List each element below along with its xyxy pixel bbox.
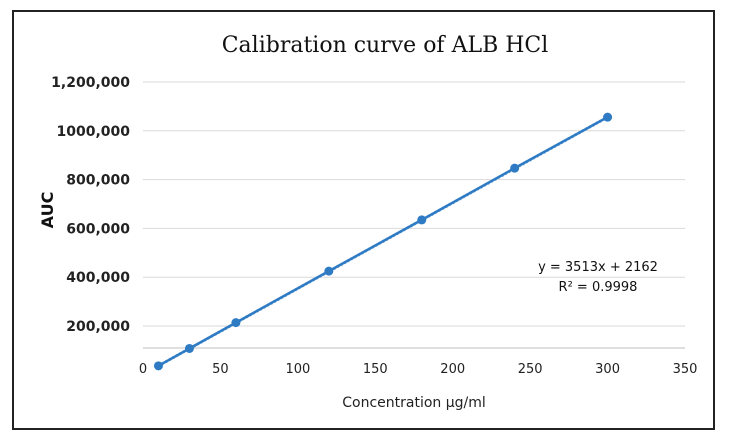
data-point [603, 112, 613, 122]
r-squared-label: R² = 0.9998 [559, 280, 638, 295]
x-tick-label: 50 [212, 362, 229, 377]
data-point [231, 318, 241, 328]
y-tick-label: 600,000 [66, 221, 130, 237]
y-tick-label: 400,000 [66, 270, 130, 286]
x-tick-label: 150 [363, 362, 388, 377]
y-tick-labels: 200,000 400,000 600,000 800,000 1000,000 1,20… [51, 75, 130, 335]
data-point [324, 266, 334, 276]
x-axis-label: Concentration µg/ml [342, 395, 486, 411]
series-line [157, 116, 609, 367]
x-tick-label: 200 [440, 362, 465, 377]
data-point [184, 343, 194, 353]
y-tick-label: 200,000 [66, 319, 130, 335]
chart-title: Calibration curve of ALB HCl [222, 33, 549, 58]
data-point [153, 361, 163, 371]
data-point [510, 163, 520, 173]
y-tick-label: 800,000 [66, 173, 130, 189]
x-tick-label: 100 [285, 362, 310, 377]
x-tick-label: 0 [139, 362, 147, 377]
y-tick-label: 1,200,000 [51, 75, 130, 91]
series-layer [153, 112, 613, 371]
x-tick-label: 350 [673, 362, 698, 377]
x-tick-label: 250 [518, 362, 543, 377]
y-tick-label: 1000,000 [56, 124, 130, 140]
x-tick-labels: 0 50 100 150 200 250 300 350 [139, 362, 698, 377]
trendline-equation: y = 3513x + 2162 [538, 260, 658, 275]
chart-frame [12, 10, 715, 430]
data-point [417, 215, 427, 225]
y-axis-label: AUC [38, 192, 57, 229]
x-tick-label: 300 [595, 362, 620, 377]
